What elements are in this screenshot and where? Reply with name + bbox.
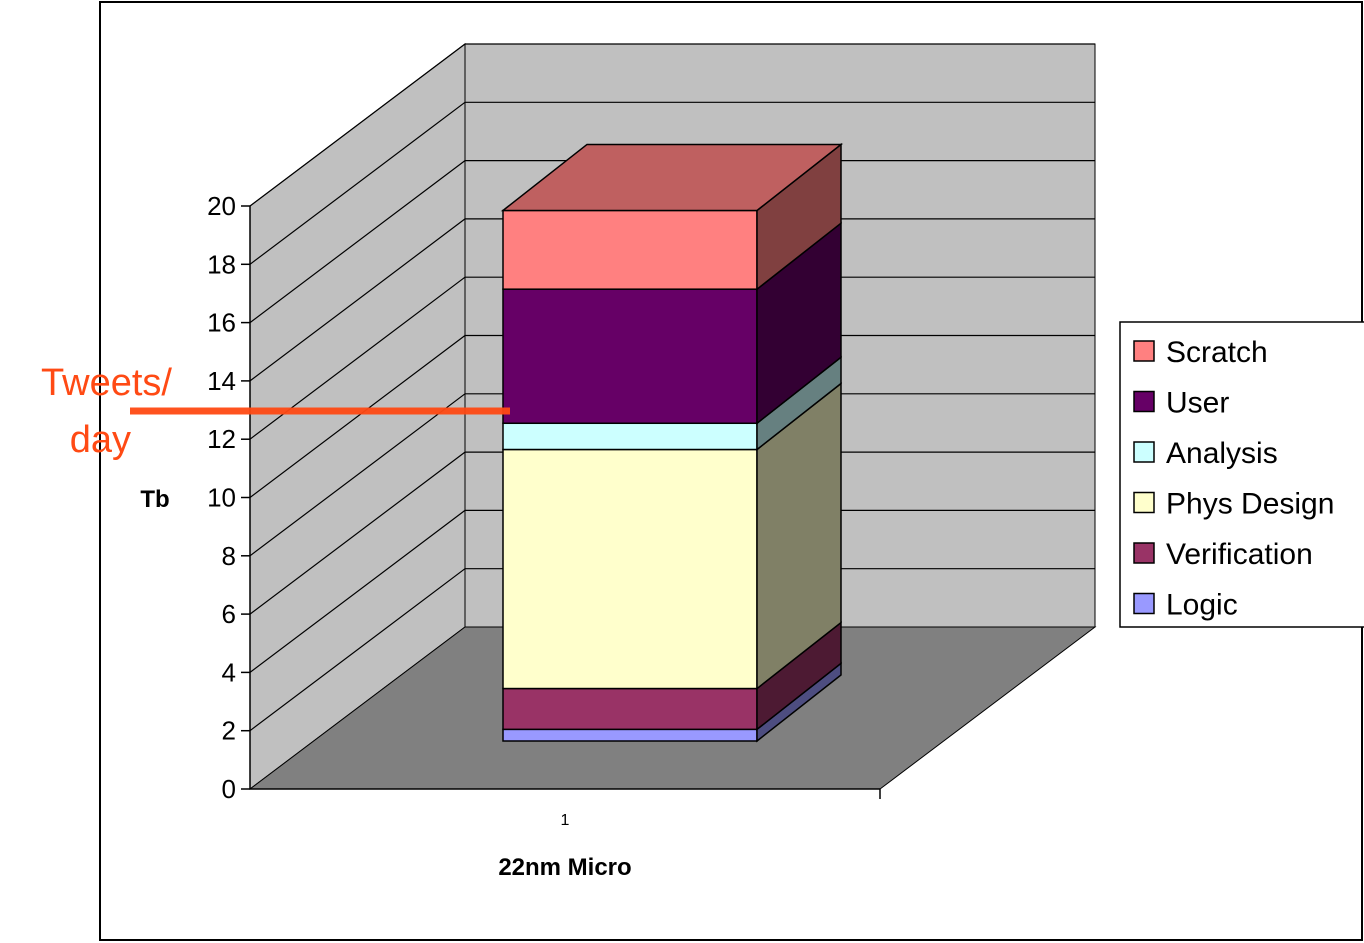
gridline	[249, 160, 1095, 324]
gridline	[249, 276, 1095, 440]
bar-top-scratch	[500, 143, 844, 212]
y-tick-label: 0	[222, 774, 236, 804]
y-tick-label: 12	[207, 424, 236, 454]
y-tick-label: 10	[207, 483, 236, 513]
y-tick-label: 14	[207, 366, 236, 396]
x-category-label: 1	[561, 812, 570, 829]
legend-label: Scratch	[1166, 336, 1268, 369]
bar-stack	[500, 142, 844, 743]
legend-label: Verification	[1166, 538, 1313, 571]
legend-box	[1119, 321, 1364, 628]
bar-front-verification	[502, 687, 758, 731]
axes: 0 2 4 6 8 10 12 14 16 18 20	[207, 191, 881, 804]
gridline	[249, 509, 1095, 673]
bar-front-scratch	[502, 209, 758, 290]
gridline	[249, 334, 1095, 498]
y-axis-title: Tb	[140, 486, 169, 513]
y-tick-label: 8	[222, 541, 236, 571]
gridline	[249, 393, 1095, 557]
gridline	[249, 101, 1095, 265]
bar-front-logic	[502, 728, 758, 742]
annotation-line1: Tweets/	[41, 362, 172, 404]
y-tick-label: 4	[222, 657, 236, 687]
legend-label: Phys Design	[1166, 488, 1334, 521]
gridline	[249, 43, 1095, 207]
y-tick-label: 18	[207, 249, 236, 279]
legend-label: Analysis	[1166, 437, 1278, 470]
y-tick-label: 6	[222, 599, 236, 629]
legend-label: Logic	[1166, 589, 1238, 622]
annotation-line2: day	[70, 419, 131, 461]
gridline	[249, 568, 1095, 732]
gridline	[249, 451, 1095, 615]
gridline	[249, 218, 1095, 382]
bar-front-user	[502, 288, 758, 425]
bar-front-analysis	[502, 422, 758, 451]
y-tick-label: 16	[207, 308, 236, 338]
tweets-annotation: Tweets/ day	[41, 362, 510, 461]
legend-swatch	[1133, 542, 1155, 564]
gridlines	[249, 43, 1095, 732]
legend-swatch	[1133, 491, 1155, 514]
legend-swatch	[1133, 441, 1155, 463]
y-tick-label: 2	[222, 716, 236, 746]
legend-swatch	[1133, 390, 1155, 413]
y-tick-label: 20	[207, 191, 236, 221]
legend-swatch	[1133, 592, 1155, 615]
legend-swatch	[1133, 340, 1155, 362]
bar-front-phys-design	[502, 448, 758, 690]
x-axis-title: 22nm Micro	[498, 854, 631, 881]
legend: Scratch User Analysis Phys Design Verificati…	[1119, 321, 1364, 628]
legend-label: User	[1166, 387, 1229, 420]
